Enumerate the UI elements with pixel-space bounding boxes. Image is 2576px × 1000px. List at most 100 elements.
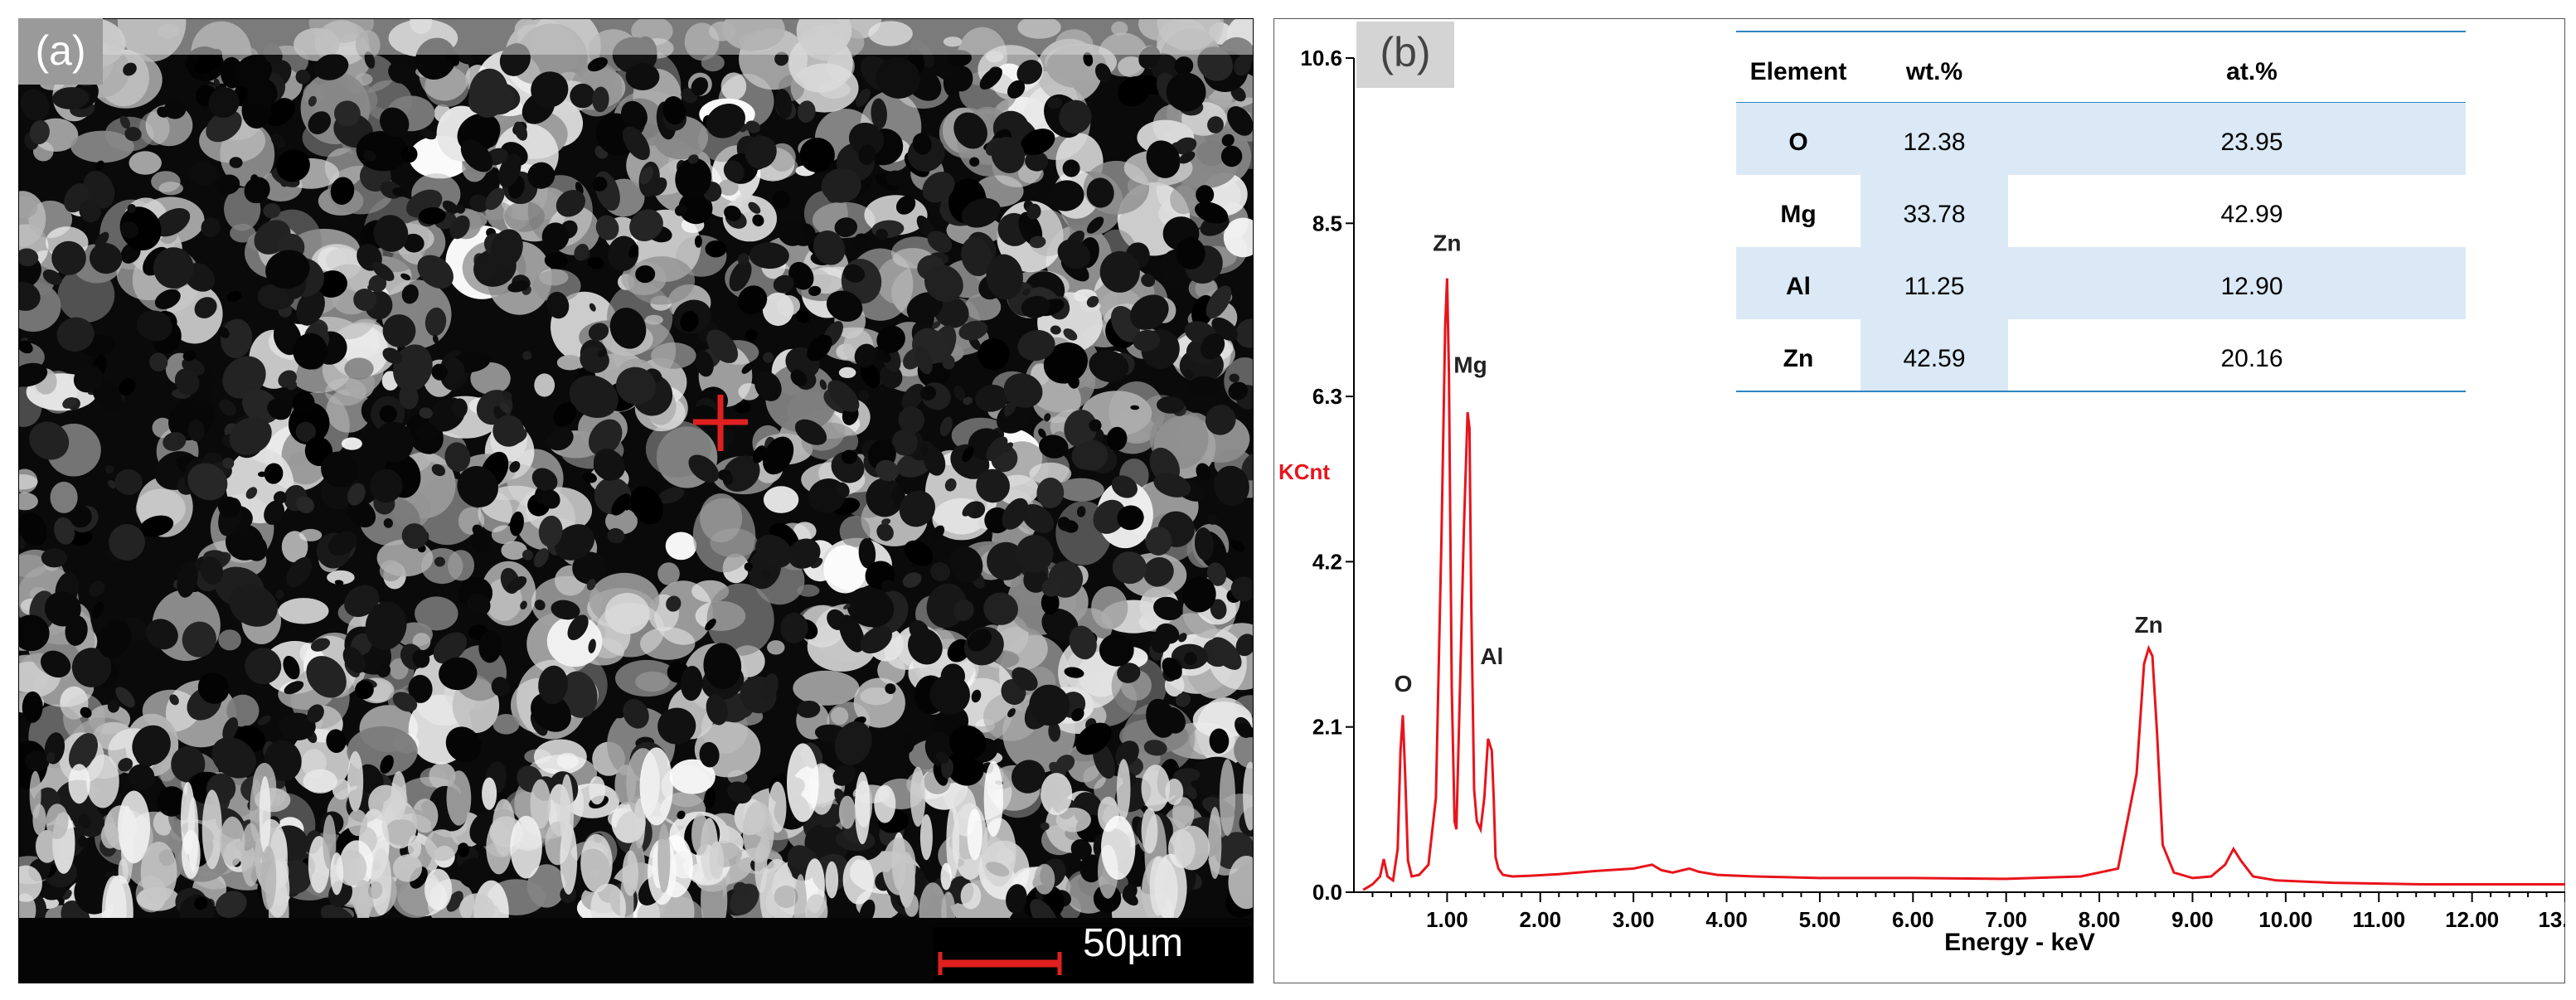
dark-pore	[906, 292, 944, 323]
x-tick-label: 8.00	[2079, 907, 2121, 932]
dark-pore	[974, 384, 1009, 412]
dark-pore	[754, 534, 793, 568]
dark-pore	[1076, 506, 1086, 517]
composition-table: Element wt.% at.% O 12.38 23.95 Mg 33.78 42.99 Al…	[1736, 31, 2466, 392]
dark-pore	[522, 549, 534, 561]
element-cell: Zn	[1783, 345, 1814, 372]
dark-pore	[691, 77, 709, 96]
dark-pore	[912, 133, 932, 155]
dark-pore	[1041, 590, 1060, 615]
dark-pore	[885, 683, 896, 695]
dark-pore	[56, 317, 95, 352]
dark-pore	[779, 612, 808, 643]
dark-pore	[432, 334, 439, 344]
columnar-layer	[86, 754, 119, 808]
dark-pore	[871, 98, 887, 129]
dark-pore	[1089, 419, 1102, 432]
dark-pore	[1048, 721, 1061, 742]
dark-pore	[961, 197, 1001, 228]
dark-pore	[89, 580, 105, 597]
dark-pore	[574, 244, 589, 261]
bright-cell-wall	[534, 373, 555, 397]
table-cell-shade	[1860, 319, 2008, 391]
y-tick-label: 10.6	[1300, 46, 1342, 70]
dark-pore	[1007, 708, 1016, 718]
dark-pore	[418, 206, 446, 225]
dark-pore	[457, 842, 470, 857]
dark-pore	[127, 204, 136, 214]
dark-pore	[107, 479, 117, 489]
dark-pore	[722, 473, 734, 485]
dark-pore	[916, 215, 934, 238]
dark-pore	[901, 383, 925, 410]
dark-pore	[1029, 235, 1046, 249]
dark-pore	[534, 600, 546, 611]
peak-label: Mg	[1453, 352, 1487, 378]
dark-pore	[924, 265, 963, 303]
dark-pore	[1021, 295, 1050, 318]
columnar-layer	[825, 861, 839, 899]
columnar-layer	[1174, 825, 1210, 871]
dark-pore	[635, 265, 656, 284]
dark-pore	[979, 67, 1002, 90]
dark-pore	[760, 673, 779, 702]
dark-pore	[752, 445, 767, 464]
bright-cell-wall	[1196, 140, 1226, 166]
dark-pore	[18, 340, 33, 354]
dark-pore	[118, 758, 133, 772]
dark-pore	[630, 486, 663, 525]
dark-pore	[400, 145, 418, 163]
columnar-layer	[874, 784, 896, 823]
dark-pore	[270, 133, 285, 148]
bright-cell-wall	[1109, 381, 1165, 444]
dark-pore	[18, 362, 48, 387]
dark-pore	[963, 396, 973, 405]
dark-pore	[136, 310, 172, 342]
dark-pore	[706, 694, 728, 726]
dark-pore	[976, 468, 1010, 503]
columnar-layer	[1172, 797, 1195, 830]
columnar-layer	[303, 769, 338, 794]
dark-pore	[744, 562, 753, 571]
dark-pore	[727, 781, 752, 804]
dark-pore	[735, 401, 751, 414]
dark-pore	[1175, 692, 1191, 707]
dark-pore	[114, 468, 143, 495]
columnar-layer	[657, 823, 671, 893]
dark-pore	[42, 269, 62, 285]
dark-pore	[149, 352, 168, 372]
columnar-layer	[639, 747, 673, 826]
bright-cell-wall	[1057, 478, 1104, 502]
dark-pore	[217, 496, 240, 518]
dark-pore	[986, 254, 1023, 300]
dark-pore	[953, 112, 987, 149]
dark-pore	[555, 524, 595, 561]
dark-pore	[948, 726, 987, 760]
dark-pore	[1181, 575, 1216, 613]
dark-pore	[62, 396, 77, 409]
dark-pore	[194, 896, 208, 910]
dark-pore	[200, 556, 223, 585]
dark-pore	[157, 786, 187, 817]
dark-pore	[1064, 410, 1098, 448]
columnar-layer	[391, 771, 407, 821]
dark-pore	[18, 614, 50, 652]
dark-pore	[95, 231, 109, 249]
x-tick-label: 6.00	[1892, 907, 1934, 932]
dark-pore	[914, 346, 933, 375]
dark-pore	[1186, 786, 1197, 799]
dark-pore	[1062, 159, 1080, 177]
spectrum-plot: 0.0 2.1 4.2 6.3 8.5 10.6 1.00 2.00 3.00 4.00 5.00…	[1278, 46, 2565, 956]
dark-pore	[442, 200, 458, 214]
dark-pore	[705, 240, 727, 258]
dark-pore	[1145, 527, 1172, 556]
columnar-layer	[1101, 815, 1136, 880]
dark-pore	[373, 215, 409, 252]
dark-pore	[146, 619, 178, 650]
dark-pore	[1235, 723, 1254, 738]
dark-pore	[310, 638, 331, 652]
dark-pore	[949, 546, 983, 583]
dark-pore	[222, 716, 239, 741]
dark-pore	[1093, 499, 1126, 534]
dark-pore	[419, 407, 433, 419]
